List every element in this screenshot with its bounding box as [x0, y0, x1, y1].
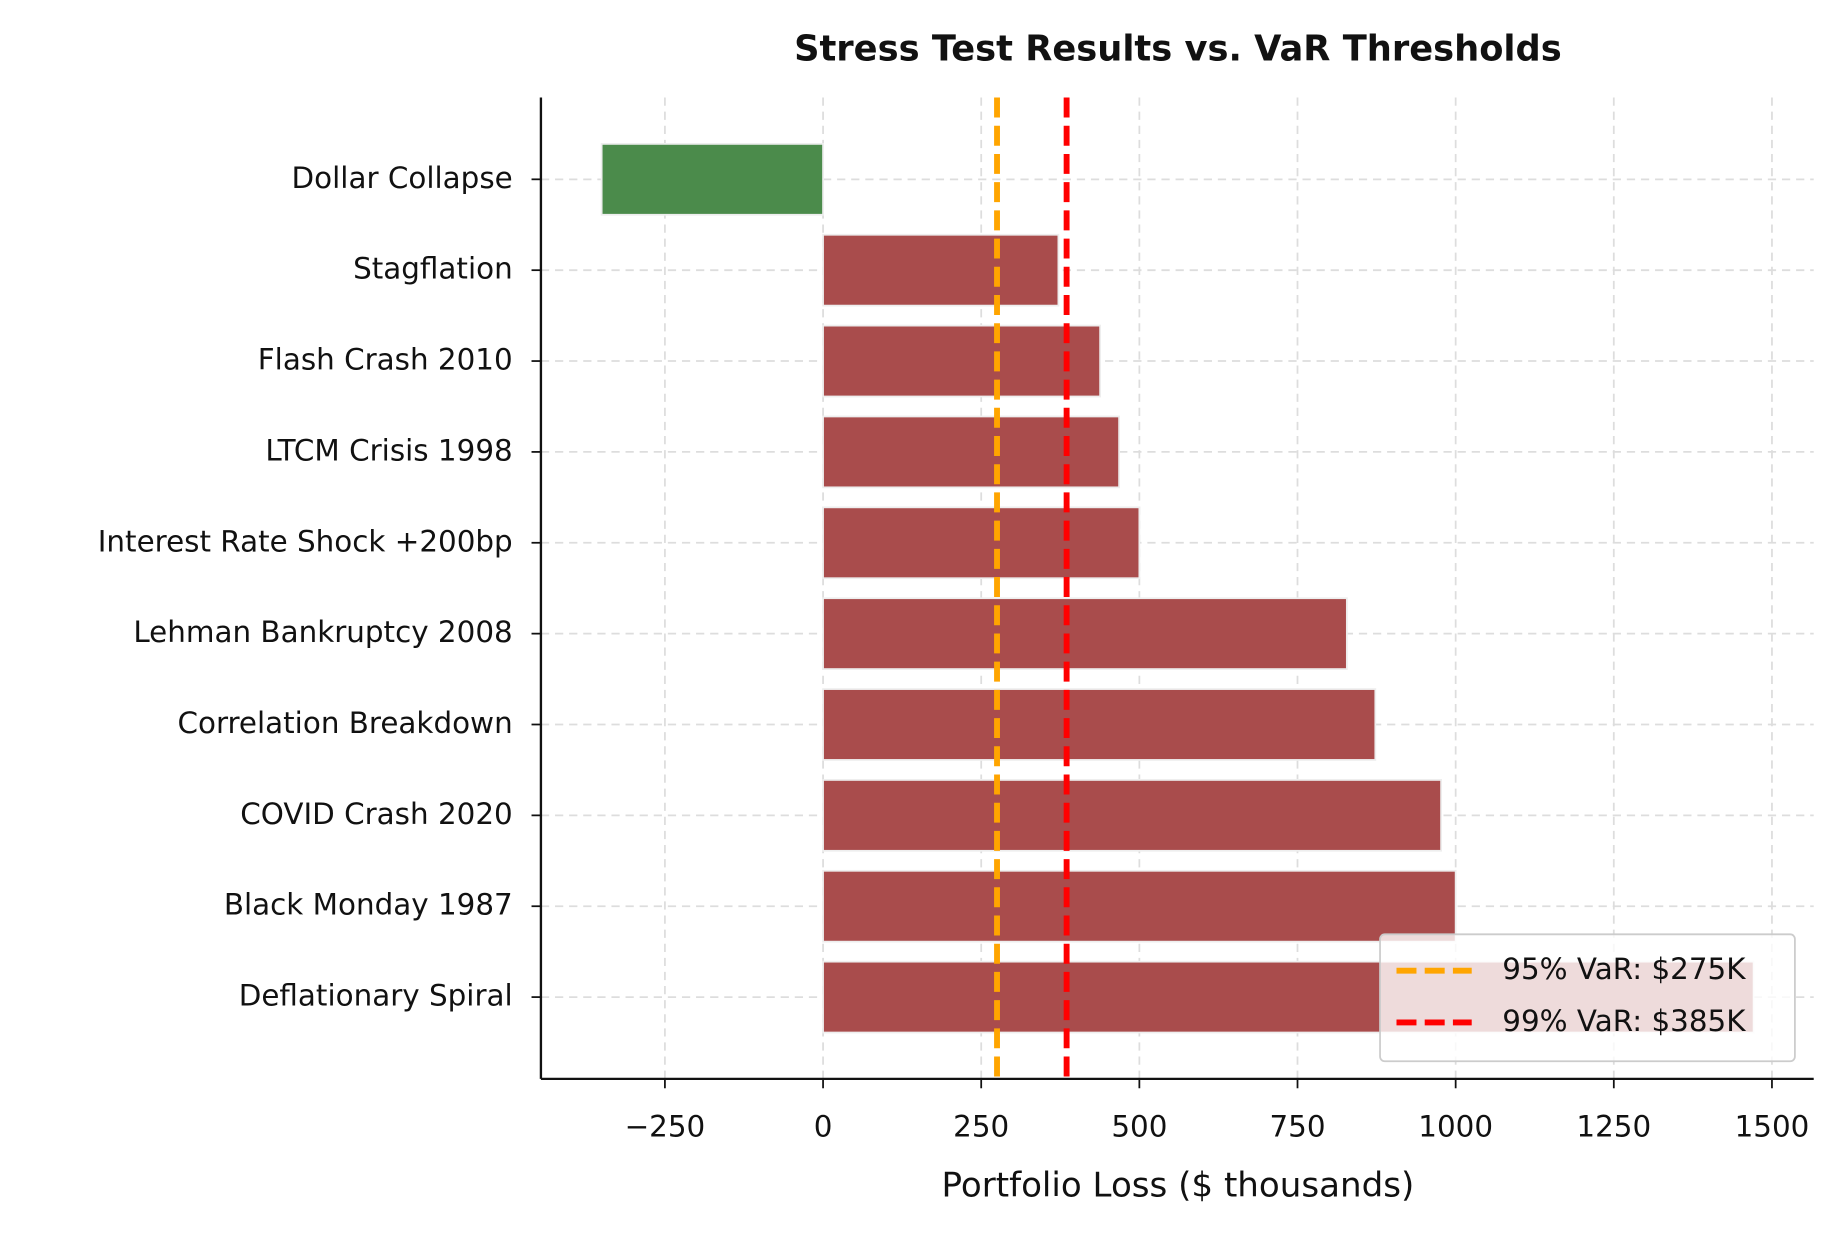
x-tick-label: 1250: [1576, 1110, 1651, 1144]
legend-box: [1379, 933, 1796, 1063]
bar: [822, 233, 1060, 307]
bar: [822, 779, 1442, 852]
y-tick-label: Stagflation: [353, 252, 513, 286]
chart-title: Stress Test Results vs. VaR Thresholds: [794, 29, 1562, 70]
y-tick-label: Dollar Collapse: [292, 161, 513, 195]
legend-label: 99% VaR: $385K: [1502, 1004, 1746, 1038]
x-tick-label: 750: [1269, 1110, 1325, 1144]
bar: [822, 869, 1457, 943]
x-tick-label: −250: [625, 1110, 706, 1144]
x-tick-label: 0: [814, 1110, 833, 1144]
bar: [822, 506, 1141, 580]
y-tick-label: Lehman Bankruptcy 2008: [133, 615, 512, 649]
y-tick-label: Interest Rate Shock +200bp: [98, 524, 513, 558]
y-tick-label: Correlation Breakdown: [177, 706, 512, 740]
bar: [822, 415, 1120, 489]
x-tick-label: 500: [1111, 1110, 1167, 1144]
legend-label: 95% VaR: $275K: [1502, 952, 1746, 986]
y-tick-label: Flash Crash 2010: [258, 343, 513, 377]
y-tick-label: LTCM Crisis 1998: [265, 433, 512, 467]
x-tick-label: 1000: [1418, 1110, 1493, 1144]
y-tick-label: Deflationary Spiral: [239, 979, 513, 1013]
x-tick-label: 250: [953, 1110, 1009, 1144]
bar: [822, 688, 1377, 761]
x-tick-label: 1500: [1735, 1110, 1810, 1144]
y-tick-label: Black Monday 1987: [224, 888, 513, 922]
x-axis-label: Portfolio Loss ($ thousands): [942, 1165, 1415, 1205]
y-tick-label: COVID Crash 2020: [240, 797, 512, 831]
bar: [822, 597, 1348, 670]
bar: [822, 324, 1102, 398]
bar: [600, 143, 824, 216]
